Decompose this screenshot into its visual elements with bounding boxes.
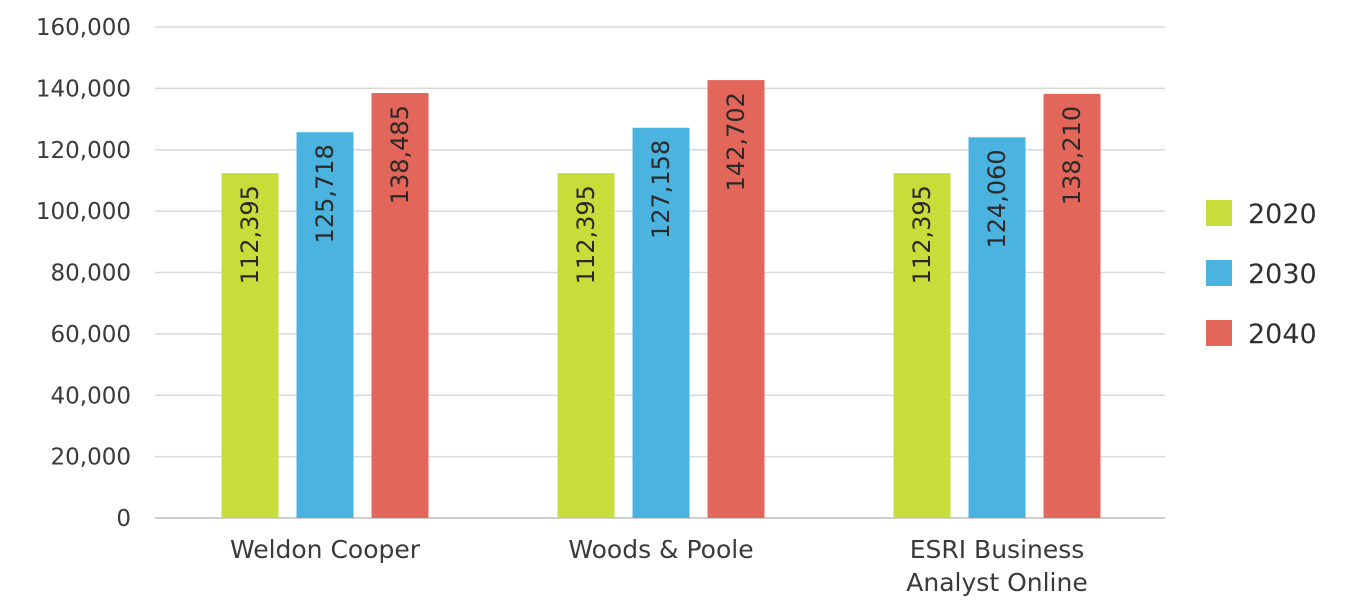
legend-label: 2020 (1248, 199, 1317, 230)
category-label: Weldon Cooper (230, 535, 421, 564)
legend-swatch-2030 (1206, 260, 1232, 286)
bar-value-label: 112,395 (572, 185, 600, 284)
y-tick-label: 20,000 (51, 445, 131, 471)
y-tick-label: 160,000 (36, 15, 131, 41)
bar-value-label: 138,485 (386, 105, 414, 204)
bar-value-label: 125,718 (311, 144, 339, 243)
y-tick-label: 140,000 (36, 76, 131, 102)
bar-2020-1 (557, 173, 615, 519)
bar-2040-2 (1043, 93, 1101, 518)
legend-label: 2030 (1248, 259, 1317, 290)
legend-swatch-2040 (1206, 320, 1232, 346)
bar-2030-2 (968, 137, 1026, 518)
y-tick-label: 40,000 (51, 383, 131, 409)
y-axis-tick-labels: 0 20,000 40,000 60,000 80,000 100,000 120,000 1… (36, 15, 131, 532)
bar-value-label: 112,395 (908, 185, 936, 284)
category-label: Woods & Poole (568, 535, 753, 564)
x-axis-category-labels: Weldon Cooper Woods & Poole ESRI Business A… (230, 535, 1088, 597)
bar-value-label: 127,158 (647, 140, 675, 239)
bars (221, 80, 1101, 519)
bar-value-label: 112,395 (236, 185, 264, 284)
bar-2040-0 (371, 93, 429, 518)
category-label: Analyst Online (906, 568, 1087, 597)
bar-2040-1 (707, 80, 765, 518)
bar-2030-1 (632, 127, 690, 519)
y-tick-label: 60,000 (51, 322, 131, 348)
legend-swatch-2020 (1206, 200, 1232, 226)
bar-2020-2 (893, 173, 951, 519)
y-tick-label: 0 (116, 506, 131, 532)
y-tick-label: 100,000 (36, 199, 131, 225)
bar-2020-0 (221, 173, 279, 519)
legend: 2020 2030 2040 (1206, 199, 1317, 350)
bar-value-label: 124,060 (983, 149, 1011, 248)
bar-value-labels: 112,395 112,395 112,395 125,718 127,158 124,0… (236, 92, 1086, 284)
bar-value-label: 138,210 (1058, 106, 1086, 205)
y-tick-label: 80,000 (51, 261, 131, 287)
legend-label: 2040 (1248, 319, 1317, 350)
bar-2030-0 (296, 132, 354, 518)
y-tick-label: 120,000 (36, 138, 131, 164)
category-label: ESRI Business (910, 535, 1085, 564)
bar-value-label: 142,702 (722, 92, 750, 191)
